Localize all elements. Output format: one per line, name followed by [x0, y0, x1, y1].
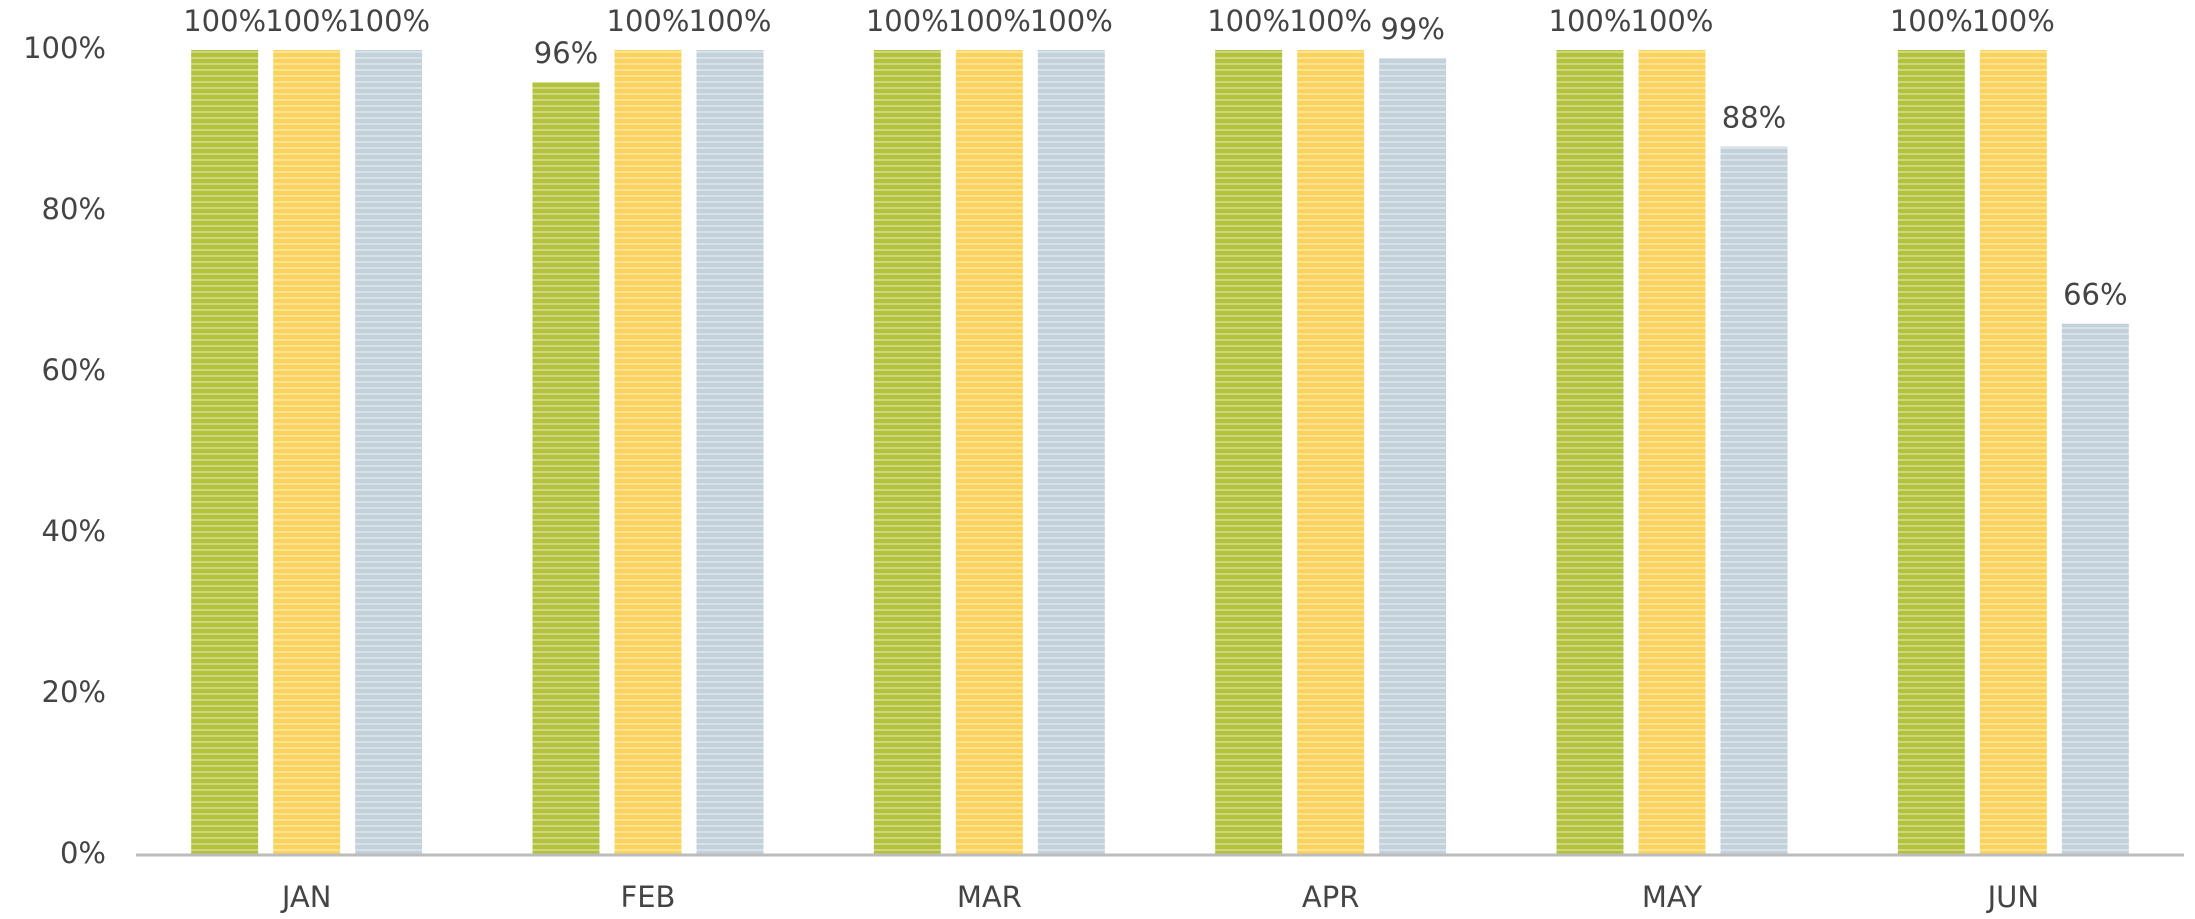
bar: [2061, 323, 2129, 855]
y-tick-label: 80%: [42, 192, 106, 226]
bar: [191, 50, 259, 855]
y-tick-label: 40%: [42, 514, 106, 548]
y-tick-label: 0%: [60, 836, 106, 870]
bar: [696, 50, 764, 855]
bar: [614, 50, 682, 855]
x-tick-label: FEB: [621, 880, 676, 914]
y-tick-label: 20%: [42, 675, 106, 709]
data-label: 100%: [1549, 4, 1632, 38]
data-label: 100%: [1207, 4, 1290, 38]
data-label: 100%: [689, 4, 772, 38]
bar: [355, 50, 423, 855]
data-label: 100%: [607, 4, 690, 38]
data-label: 100%: [1289, 4, 1372, 38]
data-label: 100%: [1631, 4, 1714, 38]
data-label: 100%: [866, 4, 949, 38]
data-label: 100%: [347, 4, 430, 38]
data-label: 100%: [1972, 4, 2055, 38]
x-tick-label: JAN: [280, 880, 332, 914]
bar: [1379, 58, 1447, 856]
bar: [1215, 50, 1283, 855]
data-label: 100%: [948, 4, 1031, 38]
x-tick-label: MAY: [1642, 880, 1703, 914]
bar: [532, 82, 600, 855]
bar: [1297, 50, 1365, 855]
bar: [1897, 50, 1965, 855]
data-label: 100%: [183, 4, 266, 38]
data-label: 96%: [534, 36, 598, 70]
bar: [1720, 146, 1788, 856]
bar: [1979, 50, 2047, 855]
bar: [873, 50, 941, 855]
x-tick-label: MAR: [957, 880, 1022, 914]
data-label: 99%: [1380, 12, 1444, 46]
x-tick-label: APR: [1302, 880, 1359, 914]
x-tick-label: JUN: [1986, 880, 2039, 914]
data-label: 100%: [1890, 4, 1973, 38]
bar: [955, 50, 1023, 855]
data-label: 100%: [265, 4, 348, 38]
bar: [1556, 50, 1624, 855]
y-tick-label: 60%: [42, 353, 106, 387]
bar: [273, 50, 341, 855]
bar: [1638, 50, 1706, 855]
data-label: 66%: [2063, 278, 2127, 312]
data-label: 88%: [1722, 101, 1786, 135]
y-tick-label: 100%: [23, 31, 106, 65]
bar: [1037, 50, 1105, 855]
data-label: 100%: [1030, 4, 1113, 38]
